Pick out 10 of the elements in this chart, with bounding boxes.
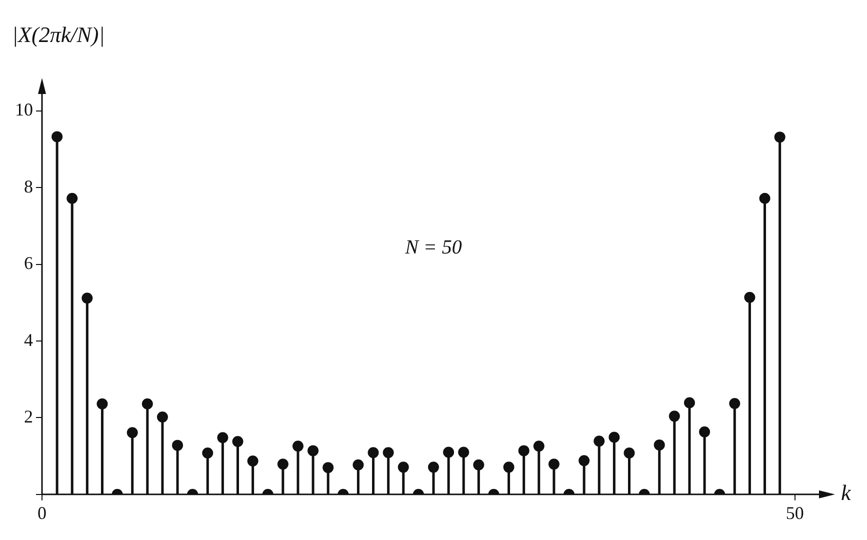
x-tick-label: 0	[38, 502, 46, 523]
annotation: N = 50	[404, 236, 462, 258]
x-axis-title: k	[841, 480, 852, 506]
y-tick-label: 6	[24, 253, 33, 274]
y-tick-label: 8	[24, 176, 33, 196]
x-tick-label: 50	[786, 502, 804, 523]
y-axis-title: |X(2πk/N)|	[12, 22, 105, 47]
y-tick-label: 2	[24, 406, 33, 426]
y-tick-label: 4	[24, 330, 33, 350]
y-tick-label: 10	[15, 100, 33, 120]
